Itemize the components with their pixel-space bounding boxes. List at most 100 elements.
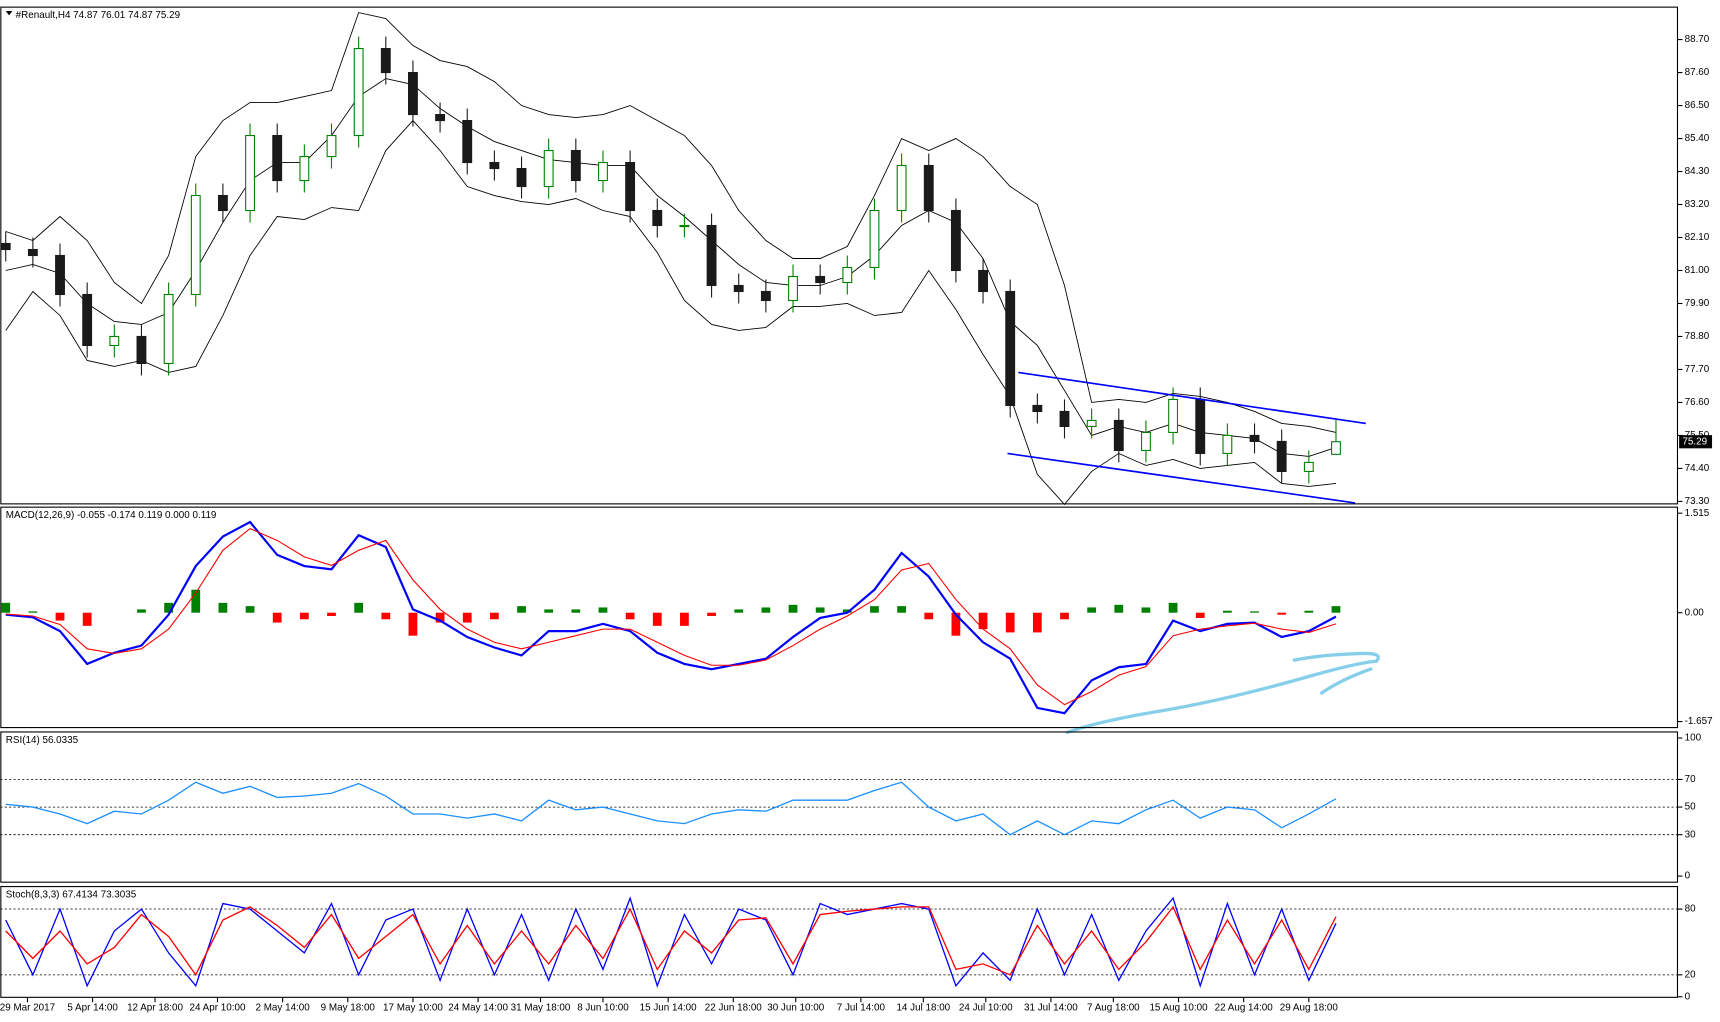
candle-body bbox=[1059, 410, 1070, 427]
histogram-bar bbox=[734, 609, 744, 613]
histogram-bar bbox=[1304, 610, 1314, 613]
histogram-bar bbox=[924, 612, 934, 620]
y-tick-label: 78.80 bbox=[1685, 331, 1710, 342]
candle-body bbox=[1113, 419, 1124, 451]
y-tick-label: 85.40 bbox=[1685, 133, 1710, 144]
histogram-bar bbox=[897, 606, 906, 613]
menu-triangle[interactable] bbox=[5, 10, 13, 16]
candle-body bbox=[1032, 404, 1043, 412]
candle-body bbox=[435, 113, 446, 122]
candle-body bbox=[950, 209, 961, 272]
pane-frame bbox=[0, 886, 1679, 998]
histogram-bar bbox=[571, 609, 581, 613]
x-tick-label: 15 Aug 10:00 bbox=[1149, 1002, 1208, 1013]
candle-body bbox=[869, 209, 880, 269]
candle-body bbox=[760, 290, 771, 302]
candle-body bbox=[217, 194, 228, 212]
candle-body bbox=[679, 224, 690, 228]
indicator-line bbox=[5, 905, 1337, 977]
histogram-bar bbox=[1222, 610, 1232, 613]
y-tick-label: 82.10 bbox=[1685, 232, 1710, 243]
y-tick-label: 70 bbox=[1685, 774, 1696, 785]
y-tick-label: 73.30 bbox=[1685, 496, 1710, 507]
x-tick-label: 24 Jul 10:00 bbox=[959, 1002, 1013, 1013]
y-tick-label: 87.60 bbox=[1685, 67, 1710, 78]
y-tick-label: 30 bbox=[1685, 829, 1696, 840]
candle-body bbox=[842, 266, 853, 284]
y-tick-label: 76.60 bbox=[1685, 397, 1710, 408]
histogram-bar bbox=[1, 602, 11, 613]
histogram-bar bbox=[680, 612, 689, 626]
pane-frame bbox=[0, 6, 1679, 505]
candle-body bbox=[733, 284, 744, 293]
indicator-line bbox=[5, 527, 1337, 706]
candle-body bbox=[462, 119, 473, 164]
y-tick-label: 83.20 bbox=[1685, 199, 1710, 210]
pane-title: Stoch(8,3,3) 67.4134 73.3035 bbox=[6, 889, 137, 900]
x-tick-label: 22 Jun 18:00 bbox=[705, 1002, 763, 1013]
x-tick-label: 12 Apr 18:00 bbox=[127, 1002, 183, 1013]
histogram-bar bbox=[1060, 612, 1069, 620]
candle-body bbox=[55, 254, 65, 296]
x-tick-label: 22 Aug 14:00 bbox=[1215, 1002, 1274, 1013]
candle-body bbox=[570, 149, 581, 182]
candle-body bbox=[815, 275, 826, 284]
y-tick-label: 84.30 bbox=[1685, 166, 1710, 177]
histogram-bar bbox=[191, 589, 201, 613]
histogram-bar bbox=[245, 606, 255, 613]
histogram-bar bbox=[462, 612, 472, 623]
histogram-bar bbox=[761, 607, 771, 613]
candle-body bbox=[543, 149, 554, 188]
candle-body bbox=[1168, 398, 1179, 433]
y-tick-label: 0 bbox=[1685, 871, 1691, 882]
histogram-bar bbox=[652, 612, 662, 626]
x-tick-label: 5 Apr 14:00 bbox=[67, 1002, 118, 1013]
indicator-line bbox=[5, 781, 1337, 836]
histogram-bar bbox=[164, 602, 173, 613]
candle-body bbox=[27, 248, 38, 257]
y-tick-label: 88.70 bbox=[1685, 34, 1710, 45]
candle-body bbox=[706, 224, 717, 287]
x-tick-label: 29 Aug 18:00 bbox=[1280, 1002, 1339, 1013]
y-tick-label: 0 bbox=[1685, 991, 1691, 1002]
candle-body bbox=[625, 161, 636, 212]
histogram-bar bbox=[951, 612, 961, 636]
candle-body bbox=[190, 194, 201, 296]
histogram-bar bbox=[544, 609, 554, 613]
histogram-bar bbox=[327, 612, 336, 616]
candle-body bbox=[299, 155, 310, 182]
x-tick-label: 24 Apr 10:00 bbox=[190, 1002, 246, 1013]
candle-body bbox=[598, 161, 608, 182]
x-tick-label: 15 Jun 14:00 bbox=[640, 1002, 698, 1013]
pane-title: RSI(14) 56.0335 bbox=[6, 735, 79, 746]
x-tick-label: 2 May 14:00 bbox=[255, 1002, 310, 1013]
x-tick-label: 31 May 18:00 bbox=[511, 1002, 571, 1013]
candle-body bbox=[1195, 398, 1206, 454]
freehand-annotation bbox=[1065, 651, 1380, 735]
candle-body bbox=[1086, 419, 1097, 427]
histogram-bar bbox=[272, 612, 282, 623]
y-tick-label: 77.70 bbox=[1685, 364, 1710, 375]
histogram-bar bbox=[1005, 612, 1015, 633]
x-tick-label: 7 Aug 18:00 bbox=[1087, 1002, 1140, 1013]
x-tick-label: 9 May 18:00 bbox=[321, 1002, 376, 1013]
histogram-bar bbox=[842, 609, 852, 613]
x-tick-label: 17 May 10:00 bbox=[383, 1002, 443, 1013]
candle-body bbox=[245, 134, 255, 212]
histogram-bar bbox=[788, 604, 798, 613]
candle-body bbox=[1303, 461, 1314, 472]
candle-body bbox=[163, 293, 174, 365]
y-tick-label: 100 bbox=[1685, 733, 1702, 744]
histogram-bar bbox=[489, 612, 499, 620]
histogram-bar bbox=[381, 612, 391, 620]
indicator-line bbox=[5, 12, 1337, 433]
histogram-bar bbox=[28, 611, 38, 613]
candle-body bbox=[923, 164, 934, 212]
y-tick-label: 80 bbox=[1685, 904, 1696, 915]
histogram-bar bbox=[870, 606, 879, 613]
indicator-line bbox=[5, 119, 1337, 506]
candle-body bbox=[136, 335, 147, 365]
histogram-bar bbox=[1195, 612, 1205, 618]
candle-body bbox=[272, 134, 283, 182]
